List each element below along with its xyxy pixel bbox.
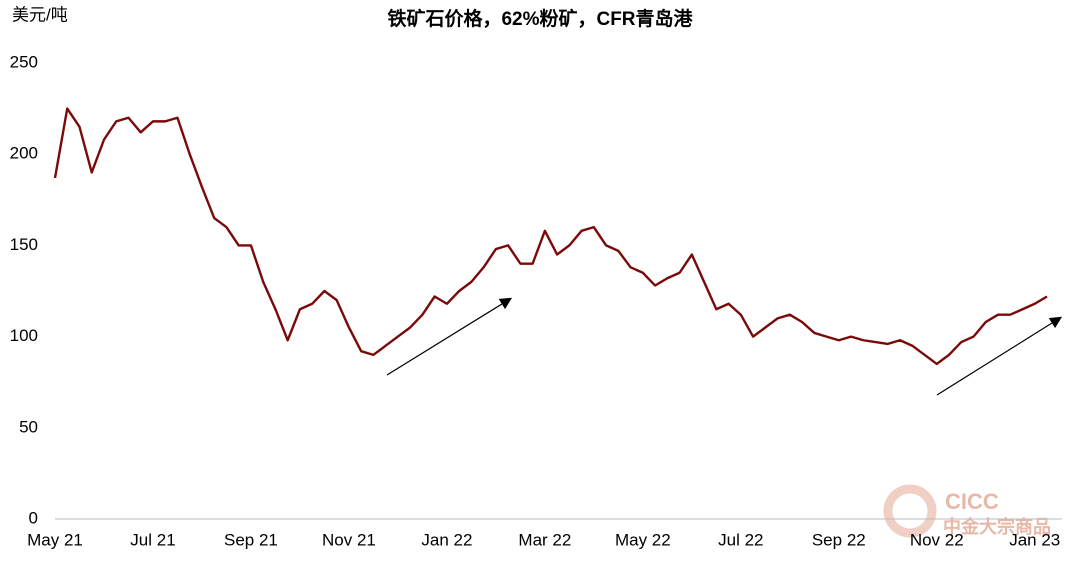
x-tick-label: Nov 21	[322, 530, 376, 549]
price-line	[53, 107, 1048, 366]
trend-arrow	[936, 316, 1063, 396]
watermark: 中金大宗商品	[943, 516, 1051, 537]
x-tick-label: May 21	[27, 530, 83, 549]
x-tick-label: Sep 21	[224, 530, 278, 549]
y-tick-label: 200	[10, 144, 38, 163]
x-tick-label: Jul 22	[718, 530, 763, 549]
x-tick-label: Sep 22	[812, 530, 866, 549]
chart-title: 铁矿石价格，62%粉矿，CFR青岛港	[387, 7, 693, 30]
y-axis-unit: 美元/吨	[12, 5, 68, 24]
x-tick-label: Nov 22	[910, 530, 964, 549]
y-tick-label: 0	[29, 508, 38, 527]
x-tick-label: Mar 22	[518, 530, 571, 549]
watermark: CICC	[945, 489, 999, 514]
y-tick-label: 250	[10, 52, 38, 71]
x-tick-label: May 22	[615, 530, 671, 549]
y-tick-label: 50	[19, 417, 38, 436]
watermark-logo	[883, 484, 937, 538]
trend-arrow	[386, 297, 513, 376]
y-tick-label: 150	[10, 235, 38, 254]
y-tick-label: 100	[10, 326, 38, 345]
x-tick-label: Jan 22	[421, 530, 472, 549]
x-tick-label: Jan 23	[1009, 530, 1060, 549]
x-tick-label: Jul 21	[130, 530, 175, 549]
